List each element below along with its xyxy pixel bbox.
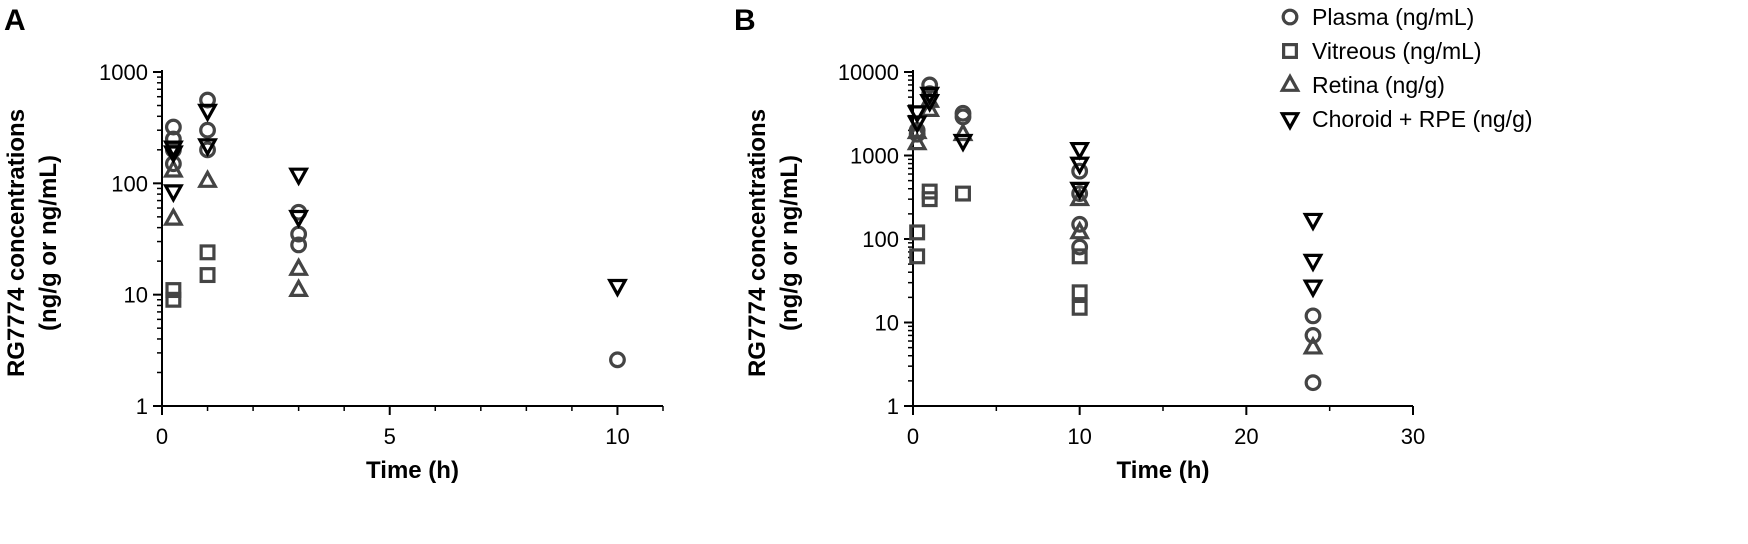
data-point-triangle-down — [1302, 212, 1324, 232]
legend-label: Plasma (ng/mL) — [1312, 4, 1474, 30]
data-point-square — [199, 244, 216, 261]
data-point-triangle-down — [1069, 181, 1091, 201]
x-tick-label: 0 — [907, 424, 919, 449]
data-point-triangle-down — [952, 133, 974, 153]
y-axis-title-line2: (ng/g or ng/mL) — [35, 155, 62, 331]
data-point-square — [1071, 299, 1088, 316]
y-tick-label: 1 — [136, 394, 148, 419]
y-tick-label: 10000 — [838, 60, 899, 85]
y-axis-title-line2: (ng/g or ng/mL) — [776, 155, 803, 331]
data-point-circle — [1071, 162, 1089, 180]
data-point-triangle-down — [162, 184, 184, 204]
data-point-triangle-down — [1069, 156, 1091, 176]
legend-marker-square — [1282, 43, 1298, 59]
data-point-circle — [290, 236, 308, 254]
data-point-circle — [1071, 238, 1089, 256]
data-point-square — [909, 224, 926, 241]
legend: Plasma (ng/mL) Vitreous (ng/mL) Retina (ng… — [1279, 4, 1533, 132]
legend-marker-circle — [1281, 8, 1299, 26]
y-tick-label: 1000 — [850, 144, 899, 169]
data-point-triangle-down — [162, 145, 184, 165]
y-tick-label: 100 — [862, 227, 899, 252]
data-point-triangle-up — [288, 257, 310, 276]
data-point-circle — [1304, 374, 1322, 392]
data-point-triangle-down — [607, 278, 628, 298]
data-point-triangle-down — [197, 138, 218, 158]
data-point-triangle-up — [1069, 220, 1091, 240]
data-point-triangle-down — [906, 115, 928, 135]
data-point-circle — [1304, 307, 1322, 325]
data-point-triangle-down — [906, 105, 928, 125]
x-tick-label: 5 — [384, 424, 396, 449]
data-point-triangle-up — [952, 122, 974, 142]
data-point-triangle-down — [919, 94, 941, 113]
y-tick-label: 100 — [111, 171, 148, 196]
data-point-square — [165, 291, 182, 308]
y-tick-label: 10 — [875, 311, 899, 336]
legend-marker-triangle-up — [1279, 73, 1301, 92]
legend-label: Choroid + RPE (ng/g) — [1312, 106, 1533, 132]
data-point-triangle-up — [162, 158, 184, 178]
x-tick-label: 10 — [605, 424, 629, 449]
y-tick-label: 10 — [124, 283, 148, 308]
data-point-triangle-down — [288, 167, 310, 187]
data-point-square — [909, 248, 926, 265]
x-tick-label: 10 — [1067, 424, 1091, 449]
data-point-square — [199, 267, 216, 284]
data-point-triangle-down — [288, 209, 310, 229]
x-tick-label: 30 — [1401, 424, 1425, 449]
x-tick-label: 20 — [1234, 424, 1258, 449]
y-axis-title-line1: RG7774 concentrations — [744, 109, 771, 377]
data-point-circle — [1071, 215, 1089, 233]
data-point-triangle-up — [1302, 335, 1324, 355]
y-tick-label: 1 — [887, 394, 899, 419]
data-point-square — [1071, 284, 1088, 301]
data-point-triangle-down — [1069, 141, 1091, 161]
data-point-circle — [609, 351, 626, 369]
data-point-triangle-down — [162, 140, 184, 160]
data-point-square — [955, 185, 971, 202]
panel-label: B — [734, 4, 756, 37]
data-point-square — [921, 191, 938, 208]
data-point-circle — [164, 118, 182, 136]
data-point-triangle-down — [1302, 253, 1324, 273]
legend-label: Retina (ng/g) — [1312, 72, 1445, 98]
data-point-square — [1071, 248, 1088, 265]
x-axis-title: Time (h) — [366, 457, 459, 484]
y-tick-label: 1000 — [99, 60, 148, 85]
chart-panel-b: B 1 10 100 1000 10000 0 10 20 30 Time (h) RG7774 co… — [734, 4, 1425, 484]
chart-panel-a: A 1 10 100 1000 0 5 10 Time (h) RG7774 concentrat… — [3, 4, 664, 484]
data-point-circle — [199, 121, 216, 139]
data-point-triangle-up — [906, 131, 928, 151]
data-point-triangle-up — [197, 169, 218, 188]
data-point-triangle-down — [197, 103, 218, 123]
panel-label: A — [4, 4, 26, 37]
x-axis-title: Time (h) — [1117, 457, 1210, 484]
x-tick-label: 0 — [156, 424, 168, 449]
data-point-triangle-up — [162, 206, 184, 226]
legend-label: Vitreous (ng/mL) — [1312, 38, 1482, 64]
data-point-triangle-up — [288, 278, 310, 297]
data-point-triangle-up — [1069, 187, 1091, 207]
legend-marker-triangle-down — [1279, 112, 1301, 131]
y-axis-title-line1: RG7774 concentrations — [3, 109, 30, 377]
data-point-square — [165, 282, 182, 299]
data-point-triangle-down — [1302, 279, 1324, 299]
